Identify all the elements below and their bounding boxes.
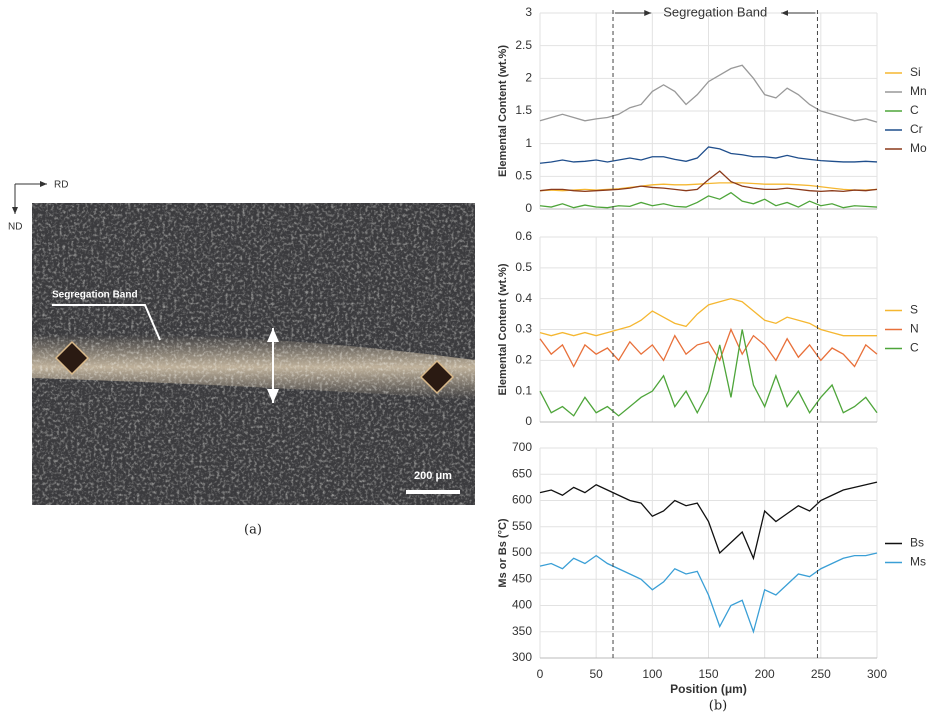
legend-label: Mn <box>910 84 927 98</box>
y-tick-label: 0 <box>525 201 532 215</box>
y-tick-label: 700 <box>512 440 532 454</box>
y-tick-label: 0 <box>525 414 532 428</box>
y-tick-label: 650 <box>512 466 532 480</box>
y-axis-label: Ms or Bs (°C) <box>497 518 509 588</box>
y-tick-label: 0.2 <box>515 353 532 367</box>
legend-label: Mo <box>910 141 927 155</box>
series-line <box>539 191 878 209</box>
y-tick-label: 0.5 <box>515 260 532 274</box>
axis-rd: RD <box>54 180 68 191</box>
y-tick-label: 0.1 <box>515 383 532 397</box>
y-tick-label: 400 <box>512 598 532 612</box>
x-tick-label: 0 <box>537 667 544 681</box>
y-tick-label: 1 <box>525 136 532 150</box>
series-line <box>539 329 878 417</box>
y-tick-label: 3 <box>525 5 532 19</box>
annotation-text: Segregation Band <box>663 4 767 19</box>
x-tick-label: 200 <box>755 667 775 681</box>
y-tick-label: 2.5 <box>515 38 532 52</box>
series-line <box>539 552 878 634</box>
y-tick-label: 300 <box>512 650 532 664</box>
y-tick-label: 0.3 <box>515 322 532 336</box>
series-line <box>539 64 878 123</box>
series-line <box>539 481 878 561</box>
x-axis-label: Position (μm) <box>670 682 747 696</box>
x-tick-label: 50 <box>589 667 603 681</box>
y-tick-label: 500 <box>512 545 532 559</box>
y-axis-label: Elemental Content (wt.%) <box>497 45 509 177</box>
axis-nd: ND <box>8 222 22 233</box>
series-line <box>539 297 877 337</box>
scale-bar-label: 200 μm <box>414 470 452 482</box>
legend-label: Ms <box>910 555 926 569</box>
y-tick-label: 0.6 <box>515 229 532 243</box>
y-tick-label: 450 <box>512 571 532 585</box>
legend-label: Cr <box>910 122 923 136</box>
y-tick-label: 600 <box>512 493 532 507</box>
series-line <box>539 182 878 192</box>
y-tick-label: 2 <box>525 71 532 85</box>
y-tick-label: 350 <box>512 624 532 638</box>
x-tick-label: 300 <box>867 667 887 681</box>
legend-label: C <box>910 103 919 117</box>
micrograph: Segregation Band 200 μm RD ND (a) <box>8 180 475 538</box>
panel-label: (a) <box>244 523 262 538</box>
y-tick-label: 0.5 <box>515 169 532 183</box>
series-line <box>539 146 878 164</box>
x-tick-label: 100 <box>642 667 662 681</box>
y-axis-label: Elemental Content (wt.%) <box>497 263 509 395</box>
x-tick-label: 150 <box>698 667 718 681</box>
y-tick-label: 0.4 <box>515 291 532 305</box>
panel-label: (b) <box>709 699 727 714</box>
legend-label: Bs <box>910 536 924 550</box>
y-tick-label: 550 <box>512 519 532 533</box>
legend-label: Si <box>910 65 921 79</box>
legend-label: S <box>910 303 918 317</box>
legend-label: C <box>910 341 919 355</box>
series-line <box>539 327 878 368</box>
micrograph-label: Segregation Band <box>52 290 138 301</box>
x-tick-label: 250 <box>811 667 831 681</box>
legend-label: N <box>910 322 919 336</box>
series-line <box>539 170 878 193</box>
y-tick-label: 1.5 <box>515 103 532 117</box>
